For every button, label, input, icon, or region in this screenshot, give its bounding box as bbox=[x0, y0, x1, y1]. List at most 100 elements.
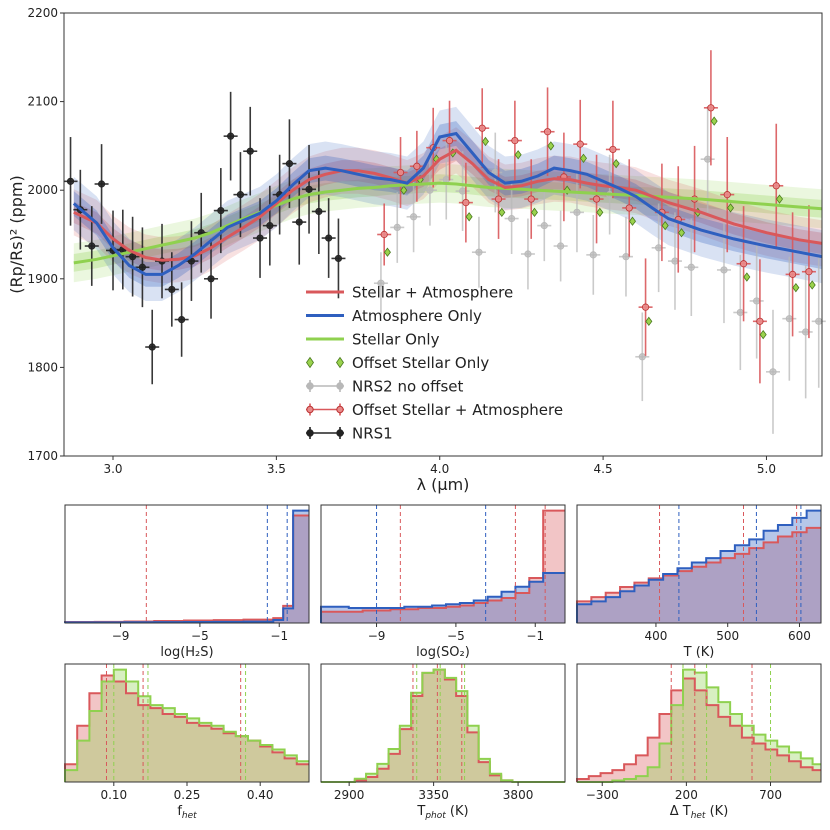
point-nrs2-no-offset bbox=[622, 253, 630, 261]
hist-fill-atmosphere-only bbox=[65, 510, 309, 623]
point-offset-stellar-atmosphere bbox=[609, 145, 617, 154]
point-nrs1 bbox=[285, 160, 294, 168]
point-nrs1 bbox=[256, 234, 264, 242]
legend-swatch-offset-stellar-only bbox=[336, 356, 344, 369]
point-nrs2-no-offset bbox=[475, 248, 483, 256]
x-axis-label: log(SO₂) bbox=[416, 645, 470, 660]
point-offset-stellar-only bbox=[710, 116, 718, 126]
point-nrs1 bbox=[138, 263, 147, 271]
x-tick-label: 3.0 bbox=[103, 462, 122, 476]
legend-label-atmosphere-only: Atmosphere Only bbox=[352, 307, 482, 325]
legend-label-stellar-only: Stellar Only bbox=[352, 331, 440, 349]
legend-swatch-nrs1 bbox=[336, 429, 344, 437]
hist-line-stellar-only bbox=[321, 668, 565, 783]
point-nrs1 bbox=[246, 147, 254, 155]
point-nrs1 bbox=[217, 206, 225, 215]
point-offset-stellar-atmosphere bbox=[641, 303, 650, 311]
point-offset-stellar-only bbox=[759, 329, 767, 340]
point-offset-stellar-atmosphere bbox=[413, 162, 421, 170]
x-tick-label: −300 bbox=[586, 788, 619, 802]
point-offset-stellar-atmosphere bbox=[739, 260, 748, 268]
point-offset-stellar-atmosphere bbox=[494, 195, 503, 203]
histogram-frame bbox=[576, 504, 822, 624]
point-nrs1 bbox=[66, 177, 75, 185]
x-tick-label: 3800 bbox=[503, 788, 534, 802]
histogram-dthet: −300 200 700 Δ Thet (K) bbox=[576, 663, 822, 821]
x-tick-label: 5.0 bbox=[757, 462, 776, 476]
point-nrs2-no-offset bbox=[736, 308, 744, 317]
hist-line-stellar-atmosphere bbox=[576, 677, 821, 782]
point-nrs1 bbox=[236, 191, 245, 199]
point-offset-stellar-atmosphere bbox=[380, 230, 388, 239]
x-tick-label: 4.5 bbox=[594, 462, 613, 476]
histogram-h2s: −9 −5 −1 log(H₂S) bbox=[64, 504, 310, 660]
point-offset-stellar-atmosphere bbox=[592, 195, 601, 203]
band-stellar-only bbox=[73, 163, 823, 283]
hist-line-atmosphere-only bbox=[64, 509, 309, 624]
line-atmosphere-only bbox=[72, 131, 823, 276]
point-nrs2-no-offset bbox=[671, 257, 679, 265]
histogram-frame bbox=[320, 504, 566, 624]
point-nrs1 bbox=[88, 242, 96, 250]
x-tick-label: −9 bbox=[112, 629, 130, 643]
x-axis-label: λ (μm) bbox=[417, 475, 470, 494]
point-nrs1 bbox=[266, 222, 274, 230]
point-nrs1 bbox=[315, 207, 323, 216]
legend-label-offset-stellar-only: Offset Stellar Only bbox=[352, 354, 489, 372]
point-offset-stellar-only bbox=[727, 203, 735, 213]
point-offset-stellar-only bbox=[498, 207, 506, 218]
x-tick-label: −5 bbox=[191, 629, 209, 643]
hist-line-atmosphere-only bbox=[320, 572, 565, 623]
point-offset-stellar-only bbox=[776, 194, 784, 204]
hist-line-stellar-only bbox=[64, 668, 309, 782]
hist-fill-stellar-atmosphere bbox=[321, 669, 565, 782]
point-nrs2-no-offset bbox=[687, 263, 695, 271]
histogram-background bbox=[321, 664, 565, 782]
band-stellar-only bbox=[73, 174, 823, 272]
legend-label-stellar-atmosphere: Stellar + Atmosphere bbox=[352, 284, 513, 302]
point-offset-stellar-atmosphere bbox=[805, 268, 813, 276]
point-nrs2-no-offset bbox=[409, 213, 418, 221]
point-nrs2-no-offset bbox=[802, 328, 810, 336]
x-axis-label: T (K) bbox=[683, 645, 715, 660]
point-offset-stellar-only bbox=[579, 153, 587, 163]
histogram-so2: −9 −5 −1 log(SO₂) bbox=[320, 504, 566, 660]
x-axis-label: Tphot (K) bbox=[416, 804, 468, 821]
point-offset-stellar-only bbox=[792, 282, 800, 293]
x-tick-label: 200 bbox=[675, 788, 698, 802]
legend-swatch-offset-stellar-atmosphere bbox=[306, 405, 314, 414]
spectrum-frame bbox=[63, 12, 823, 457]
point-offset-stellar-only bbox=[645, 316, 653, 326]
histogram-fhet: 0.10 0.25 0.40 fhet bbox=[64, 663, 310, 821]
y-tick-label: 2100 bbox=[27, 95, 58, 109]
histogram-frame bbox=[64, 504, 310, 624]
histogram-background bbox=[65, 505, 309, 623]
legend: Stellar + Atmosphere Atmosphere Only Stell… bbox=[306, 284, 563, 443]
point-nrs2-no-offset bbox=[442, 175, 450, 184]
point-offset-stellar-only bbox=[612, 158, 620, 169]
point-nrs1 bbox=[295, 218, 303, 226]
histogram-temp: 400 500 600 T (K) bbox=[576, 504, 822, 660]
hist-fill-stellar-only bbox=[321, 669, 565, 782]
legend-swatch-nrs2-no-offset bbox=[306, 382, 314, 390]
point-nrs2-no-offset bbox=[377, 279, 385, 287]
point-nrs2-no-offset bbox=[638, 353, 646, 361]
x-tick-label: 600 bbox=[788, 629, 811, 643]
point-nrs2-no-offset bbox=[393, 223, 401, 232]
point-offset-stellar-atmosphere bbox=[707, 104, 715, 112]
point-offset-stellar-only bbox=[661, 220, 669, 231]
point-nrs2-no-offset bbox=[589, 251, 597, 259]
y-tick-label: 2200 bbox=[27, 6, 58, 20]
point-nrs2-no-offset bbox=[508, 214, 516, 223]
point-offset-stellar-atmosphere bbox=[788, 270, 797, 278]
legend-swatch-offset-stellar-only bbox=[306, 356, 314, 369]
point-nrs1 bbox=[148, 343, 156, 351]
point-offset-stellar-only bbox=[596, 207, 604, 218]
point-nrs2-no-offset bbox=[769, 368, 777, 376]
x-axis-label: log(H₂S) bbox=[160, 645, 213, 660]
spectrum-panel: 3.0 3.5 4.0 4.5 5.0 1700 1800 1900 2000 2100 2200 λ… bbox=[7, 6, 826, 494]
point-nrs2-no-offset bbox=[524, 250, 532, 258]
hist-fill-stellar-atmosphere bbox=[577, 527, 821, 623]
x-tick-label: 0.40 bbox=[247, 788, 274, 802]
